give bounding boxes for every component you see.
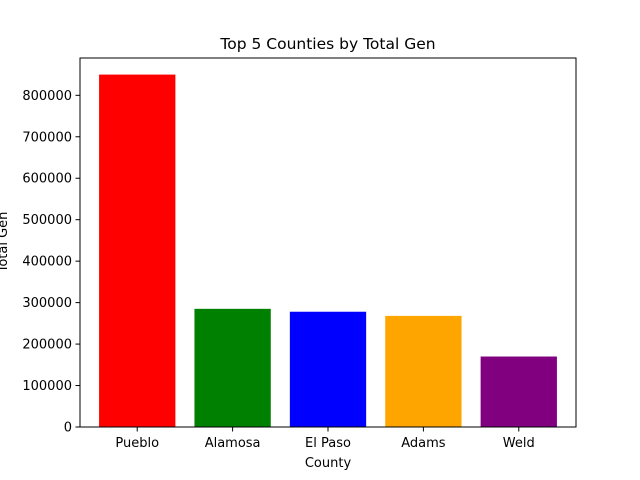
x-axis: Pueblo Alamosa El Paso Adams Weld [115,427,535,451]
bar-el-paso [289,311,367,427]
y-tick-label: 200000 [22,338,72,353]
chart-title: Top 5 Counties by Total Gen [219,35,435,53]
y-tick-label: 0 [64,421,72,436]
y-tick-label: 700000 [22,130,72,145]
bar-pueblo [99,74,176,428]
x-tick-label-weld: Weld [503,436,535,451]
y-axis-label: Total Gen [0,212,11,274]
x-tick-label-adams: Adams [401,436,446,451]
y-tick-label: 500000 [22,213,72,228]
x-tick-label-el-paso: El Paso [305,436,351,451]
plot-frame [79,57,577,428]
y-tick-label: 600000 [22,172,72,187]
y-tick-label: 400000 [22,255,72,270]
y-tick-label: 300000 [22,296,72,311]
bars-group [99,74,557,428]
x-tick-label-alamosa: Alamosa [205,436,261,451]
bar-adams [385,315,462,427]
x-tick-label-pueblo: Pueblo [115,436,159,451]
bar-alamosa [194,308,271,427]
bar-weld [480,356,557,427]
x-axis-label: County [305,456,352,471]
y-axis: 0 100000 200000 300000 400000 500000 600000 700… [22,89,80,436]
y-tick-label: 800000 [22,89,72,104]
y-tick-label: 100000 [22,379,72,394]
